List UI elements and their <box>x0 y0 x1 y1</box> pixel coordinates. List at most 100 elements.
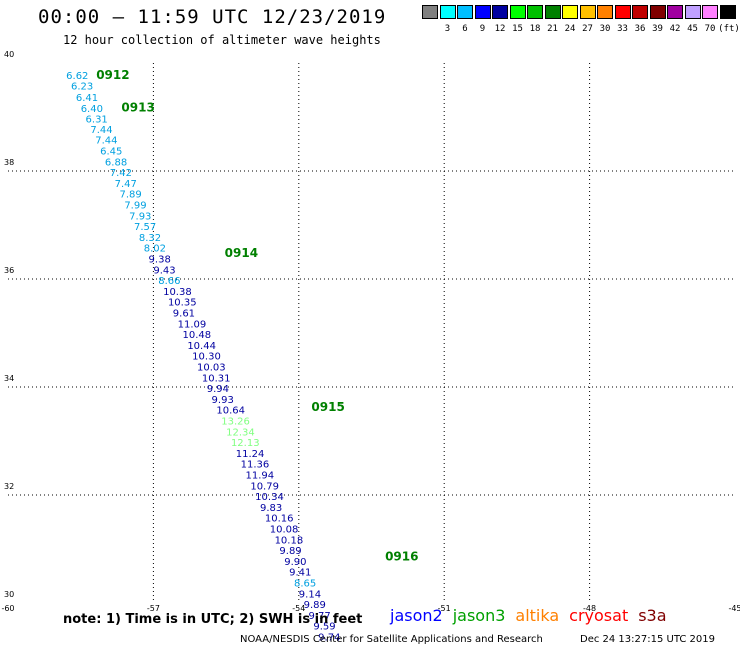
swh-observations: 6.626.236.416.406.317.447.446.456.887.42… <box>66 71 340 644</box>
axis-tick-labels: -60 -57 -54 -51 -48 -45 40 38 36 34 32 30 <box>1 50 740 613</box>
swh-value: 9.93 <box>212 395 234 406</box>
swh-value: 12.34 <box>226 427 255 438</box>
footer-credit: NOAA/NESDIS Center for Satellite Applica… <box>240 634 543 645</box>
swh-value: 10.44 <box>187 341 216 352</box>
time-label: 0916 <box>385 550 418 564</box>
time-label: 0912 <box>96 68 129 82</box>
legend-swatch <box>614 5 631 19</box>
footer-date: Dec 24 13:27:15 UTC 2019 <box>580 634 715 645</box>
time-label: 0913 <box>121 100 154 114</box>
legend-swatch-label: 12 <box>494 24 506 34</box>
legend-swatch <box>474 5 491 19</box>
latitude-tick-label: 40 <box>4 50 14 59</box>
legend-swatch <box>579 5 596 19</box>
satellite-legend-item: jason3 <box>452 606 506 625</box>
swh-value: 9.59 <box>313 622 335 633</box>
swh-value: 9.43 <box>153 265 175 276</box>
legend-swatch-label: 9 <box>479 24 486 34</box>
swh-value: 8.66 <box>158 276 180 287</box>
swh-value: 6.62 <box>66 71 88 82</box>
legend-swatch <box>649 5 666 19</box>
swh-value: 10.35 <box>168 298 197 309</box>
legend-swatch-label: 33 <box>617 24 628 34</box>
legend-swatch <box>719 5 736 19</box>
legend-swatch-label: 3 <box>444 24 451 34</box>
satellite-legend-item: s3a <box>638 606 667 625</box>
legend-swatch <box>667 5 683 19</box>
latitude-tick-label: 32 <box>4 482 14 491</box>
swh-value: 10.08 <box>270 524 299 535</box>
swh-value: 10.18 <box>275 535 304 546</box>
swh-value: 12.13 <box>231 438 260 449</box>
swh-value: 10.03 <box>197 362 226 373</box>
swh-value: 7.57 <box>134 222 156 233</box>
legend-swatch-label: 70 <box>704 24 716 34</box>
swh-value: 9.89 <box>279 546 301 557</box>
swh-value: 7.89 <box>119 190 141 201</box>
legend-swatch <box>422 5 438 19</box>
swh-value: 7.44 <box>90 125 112 136</box>
longitude-tick-label: -48 <box>583 604 596 613</box>
satellite-legend-item: altika <box>515 606 560 625</box>
swh-value: 8.65 <box>294 578 316 589</box>
legend-swatch-label: 27 <box>582 24 593 34</box>
longitude-tick-label: -57 <box>147 604 160 613</box>
legend-swatch <box>492 5 508 19</box>
legend-swatch-label: 42 <box>669 24 681 34</box>
legend-swatch-label: 24 <box>564 24 576 34</box>
satellite-legend-item: cryosat <box>569 606 629 625</box>
swh-value: 9.77 <box>308 611 330 622</box>
swh-value: 11.09 <box>178 319 207 330</box>
swh-value: 7.42 <box>110 168 132 179</box>
swh-value: 6.31 <box>86 115 108 126</box>
latitude-tick-label: 30 <box>4 590 14 599</box>
swh-value: 11.36 <box>241 460 270 471</box>
swh-value: 9.90 <box>284 557 306 568</box>
swh-value: 10.31 <box>202 373 231 384</box>
satellite-legend-item: jason2 <box>390 606 443 625</box>
legend-swatch-label: 6 <box>462 24 468 34</box>
legend-swatch-label: 21 <box>547 24 558 34</box>
legend-swatch <box>562 5 578 19</box>
swh-value: 6.88 <box>105 157 127 168</box>
legend-swatch <box>544 5 561 19</box>
swh-value: 7.93 <box>129 211 151 222</box>
swh-value: 10.30 <box>192 352 221 363</box>
legend-swatch-label: 15 <box>512 24 523 34</box>
legend-swatch <box>684 5 701 19</box>
legend-swatch-label: 36 <box>634 24 646 34</box>
swh-value: 7.44 <box>95 136 117 147</box>
time-label: 0915 <box>311 400 344 414</box>
legend-unit: (ft) <box>718 24 740 34</box>
swh-value: 11.24 <box>236 449 265 460</box>
longitude-tick-label: -45 <box>728 604 740 613</box>
latitude-tick-label: 38 <box>4 158 14 167</box>
swh-value: 9.41 <box>289 568 311 579</box>
legend-swatch <box>597 5 613 19</box>
longitude-tick-label: -51 <box>438 604 451 613</box>
swh-value: 7.47 <box>115 179 137 190</box>
map-subtitle: 12 hour collection of altimeter wave hei… <box>63 33 381 47</box>
swh-value: 11.94 <box>245 470 274 481</box>
swh-value: 9.61 <box>173 308 195 319</box>
legend-swatch <box>509 5 526 19</box>
legend-swatch-label: 39 <box>652 24 663 34</box>
time-labels: 0912 0913 0914 0915 0916 <box>96 68 418 564</box>
latitude-tick-label: 34 <box>4 374 14 383</box>
longitude-tick-label: -54 <box>292 604 305 613</box>
swh-value: 10.48 <box>182 330 211 341</box>
legend-swatch <box>702 5 718 19</box>
legend-swatch <box>457 5 473 19</box>
swh-value: 10.64 <box>216 406 245 417</box>
swh-value: 10.38 <box>163 287 192 298</box>
swh-value: 10.16 <box>265 514 294 525</box>
swh-value: 10.34 <box>255 492 284 503</box>
swh-value: 9.89 <box>304 600 326 611</box>
swh-value: 7.99 <box>124 200 146 211</box>
swh-value: 9.94 <box>207 384 229 395</box>
legend-swatch <box>632 5 648 19</box>
legend-swatch <box>439 5 456 19</box>
swh-value: 6.41 <box>76 93 98 104</box>
map-title: 00:00 – 11:59 UTC 12/23/2019 <box>38 6 387 28</box>
